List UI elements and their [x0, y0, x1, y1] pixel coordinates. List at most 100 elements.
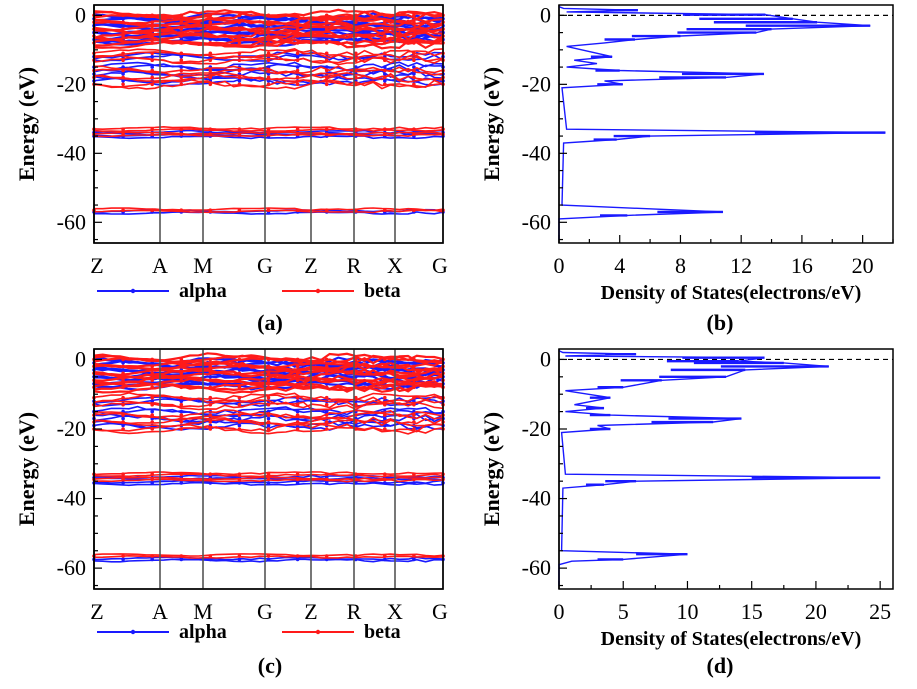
- band-marker-beta: [324, 27, 329, 31]
- band-marker-beta: [150, 371, 154, 376]
- band-marker-beta: [412, 34, 416, 38]
- band-marker-beta: [150, 364, 154, 369]
- band-marker-alpha: [150, 65, 154, 69]
- band-marker-beta: [266, 427, 271, 431]
- band-marker-alpha: [354, 423, 358, 428]
- y-tick-label: -60: [522, 555, 551, 580]
- band-marker-beta: [354, 27, 358, 31]
- band-marker-beta: [150, 58, 154, 62]
- band-marker-beta: [150, 385, 154, 390]
- legend: alpha beta: [97, 280, 401, 302]
- band-line-beta: [93, 29, 444, 39]
- band-marker-alpha: [150, 481, 154, 485]
- band-marker-beta: [383, 402, 387, 407]
- band-marker-beta: [383, 364, 387, 369]
- band-marker-beta: [383, 27, 387, 31]
- band-marker-beta: [121, 20, 125, 25]
- band-marker-beta: [412, 477, 416, 482]
- x-tick-label: 0: [554, 599, 565, 624]
- x-tick-label: 25: [869, 599, 891, 624]
- y-axis-c: 0 -20 -40 -60 Energy (eV): [14, 346, 102, 589]
- band-marker-beta: [324, 127, 329, 131]
- y-tick-label: -40: [522, 486, 551, 511]
- band-marker-alpha: [121, 557, 125, 562]
- band-marker-beta: [208, 357, 213, 362]
- y-tick-label: 0: [540, 2, 551, 27]
- band-marker-alpha: [354, 557, 358, 562]
- band-marker-beta: [383, 51, 387, 56]
- band-marker-beta: [324, 34, 329, 38]
- band-marker-beta: [412, 420, 416, 424]
- band-marker-beta: [237, 371, 242, 376]
- band-marker-alpha: [383, 72, 387, 76]
- band-marker-beta: [354, 364, 358, 369]
- x-tick-label: 15: [741, 599, 763, 624]
- band-marker-beta: [121, 127, 125, 131]
- band-marker-beta: [383, 127, 387, 131]
- band-marker-beta: [354, 82, 358, 87]
- band-marker-beta: [237, 27, 242, 31]
- band-marker-beta: [237, 477, 242, 482]
- band-marker-beta: [237, 34, 242, 38]
- legend-marker-alpha: [130, 629, 136, 635]
- band-marker-beta: [237, 20, 242, 25]
- band-marker-beta: [208, 51, 213, 56]
- band-line-beta: [93, 80, 444, 90]
- band-marker-beta: [179, 420, 184, 424]
- band-marker-beta: [266, 127, 271, 131]
- band-marker-alpha: [121, 23, 125, 28]
- band-marker-beta: [412, 13, 416, 18]
- band-marker-beta: [295, 58, 300, 62]
- band-marker-beta: [412, 127, 416, 131]
- legend-label-beta: beta: [364, 621, 401, 643]
- band-marker-beta: [237, 132, 242, 137]
- band-marker-beta: [295, 132, 300, 137]
- band-marker-beta: [266, 75, 271, 80]
- band-line-beta: [93, 379, 444, 390]
- band-marker-beta: [121, 13, 125, 18]
- band-marker-beta: [266, 68, 271, 73]
- kpoint-label: A: [152, 599, 168, 624]
- band-marker-beta: [121, 58, 125, 62]
- band-marker-beta: [179, 378, 184, 383]
- kpoint-label: R: [347, 253, 362, 278]
- band-marker-beta: [266, 58, 271, 62]
- y-axis-title: Energy (eV): [14, 67, 39, 181]
- band-marker-alpha: [121, 17, 125, 21]
- band-marker-beta: [383, 477, 387, 482]
- band-marker-beta: [354, 371, 358, 376]
- band-marker-beta: [237, 472, 242, 477]
- band-marker-beta: [150, 82, 154, 87]
- kpoint-label: X: [387, 599, 403, 624]
- band-marker-alpha: [179, 399, 184, 404]
- band-marker-beta: [208, 41, 213, 45]
- kpoint-label: Z: [90, 599, 103, 624]
- band-marker-beta: [150, 420, 154, 424]
- legend: alpha beta: [97, 621, 401, 643]
- band-marker-beta: [354, 385, 358, 390]
- band-marker-beta: [179, 127, 184, 131]
- band-marker-beta: [354, 127, 358, 131]
- band-marker-beta: [412, 51, 416, 56]
- band-marker-beta: [179, 27, 184, 31]
- band-marker-beta: [208, 20, 213, 25]
- band-marker-alpha: [354, 37, 358, 42]
- band-marker-alpha: [179, 409, 184, 414]
- band-marker-beta: [237, 420, 242, 424]
- band-marker-beta: [208, 27, 213, 31]
- band-marker-beta: [354, 472, 358, 477]
- x-tick-label: 12: [730, 253, 752, 278]
- band-marker-beta: [179, 34, 184, 38]
- band-marker-beta: [121, 554, 125, 558]
- band-marker-beta: [295, 402, 300, 407]
- band-marker-beta: [324, 472, 329, 477]
- band-marker-beta: [208, 34, 213, 38]
- band-marker-beta: [121, 34, 125, 38]
- band-marker-alpha: [237, 30, 242, 35]
- band-marker-beta: [237, 554, 242, 558]
- band-marker-beta: [208, 82, 213, 87]
- band-marker-beta: [295, 68, 300, 73]
- band-marker-beta: [121, 364, 125, 369]
- band-marker-alpha: [383, 416, 387, 421]
- band-marker-beta: [179, 75, 184, 80]
